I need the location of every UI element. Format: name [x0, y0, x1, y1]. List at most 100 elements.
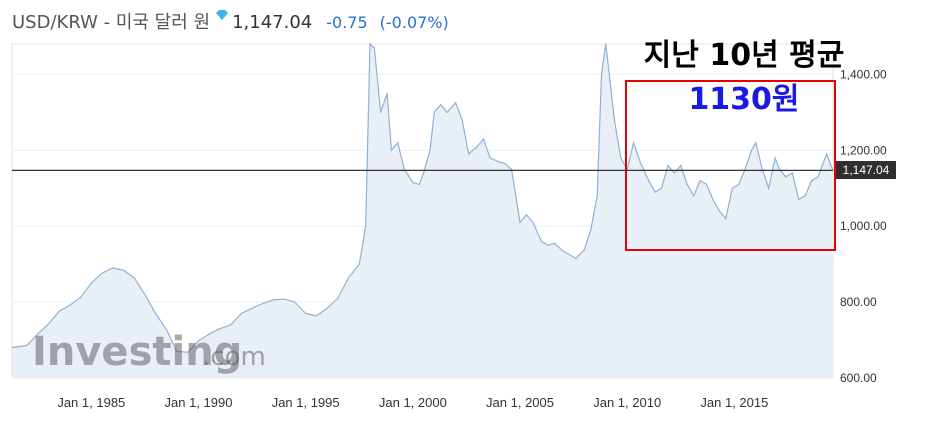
data-point	[112, 267, 114, 269]
data-point	[510, 168, 513, 170]
data-point	[365, 225, 367, 227]
data-point	[429, 149, 431, 151]
data-point	[600, 73, 603, 75]
data-point	[144, 293, 146, 296]
watermark-brand: Investing	[32, 329, 242, 375]
x-tick-label: Jan 1, 1985	[57, 395, 125, 410]
annotation-title: 지난 10년 평균	[643, 38, 845, 73]
y-tick-label: 800.00	[840, 295, 877, 309]
data-point	[347, 277, 350, 279]
data-point	[755, 142, 757, 144]
data-point	[699, 180, 701, 182]
price-change-percent: (-0.07%)	[379, 13, 449, 32]
data-point	[283, 298, 285, 300]
data-point	[58, 310, 60, 312]
y-tick-label: 1,000.00	[840, 219, 887, 233]
x-tick-label: Jan 1, 2000	[379, 395, 447, 410]
data-point	[613, 119, 616, 121]
highlight-box	[625, 80, 836, 251]
data-point	[718, 210, 721, 212]
data-point	[433, 111, 435, 113]
data-point	[731, 187, 733, 189]
x-tick-label: Jan 1, 1990	[165, 395, 233, 410]
data-point	[639, 161, 641, 163]
data-point	[262, 303, 264, 305]
annotation-average: 1130원	[688, 82, 800, 117]
data-point	[673, 172, 676, 174]
data-point	[386, 92, 388, 94]
data-point	[826, 153, 828, 155]
data-point	[80, 296, 82, 299]
data-point	[483, 138, 485, 140]
x-tick-label: Jan 1, 2010	[593, 395, 661, 410]
data-point	[315, 315, 317, 317]
data-point	[26, 344, 28, 346]
data-point	[633, 142, 635, 144]
pair-title: USD/KRW - 미국 달러 원	[12, 12, 211, 33]
data-point	[412, 181, 414, 184]
data-point	[122, 269, 125, 271]
x-tick-label: Jan 1, 2005	[486, 395, 554, 410]
data-point	[446, 111, 448, 113]
data-point	[397, 142, 399, 144]
data-point	[830, 164, 832, 167]
investing-watermark: Investing .com	[32, 329, 266, 375]
data-point	[294, 301, 296, 303]
data-point	[562, 250, 564, 252]
data-point	[590, 229, 592, 231]
data-point	[609, 81, 611, 83]
data-point	[532, 221, 534, 223]
data-point	[768, 187, 770, 189]
data-point	[187, 351, 189, 353]
data-point	[11, 347, 13, 349]
data-point	[390, 149, 392, 151]
data-point	[680, 164, 682, 167]
data-point	[667, 164, 669, 167]
data-point	[373, 47, 375, 49]
price-change: -0.75	[326, 13, 368, 32]
data-point	[738, 183, 740, 185]
data-point	[155, 312, 157, 315]
data-point	[725, 218, 727, 220]
data-point	[305, 312, 307, 315]
data-point	[785, 176, 787, 178]
data-point	[660, 187, 663, 189]
data-point	[90, 282, 92, 284]
data-point	[176, 350, 178, 352]
data-point	[47, 323, 50, 325]
current-value-tag: 1,147.04	[836, 161, 896, 180]
data-point	[547, 244, 549, 246]
data-point	[219, 328, 221, 330]
y-tick-label: 1,400.00	[840, 67, 887, 81]
data-point	[403, 168, 405, 170]
data-point	[540, 240, 543, 242]
diamond-icon	[216, 10, 229, 20]
data-point	[326, 307, 328, 309]
data-point	[811, 180, 813, 182]
data-point	[575, 257, 577, 259]
data-point	[693, 195, 695, 197]
data-point	[272, 299, 275, 301]
data-point	[620, 157, 622, 159]
y-tick-label: 1,200.00	[840, 143, 887, 157]
current-price: 1,147.04	[232, 12, 313, 33]
data-point	[798, 199, 800, 201]
data-point	[418, 183, 420, 185]
data-point	[133, 277, 135, 279]
data-point	[476, 145, 478, 148]
data-point	[101, 272, 103, 274]
data-point	[69, 304, 71, 306]
header: USD/KRW - 미국 달러 원 1,147.04 -0.75 (-0.07%)	[12, 8, 449, 36]
data-point	[553, 242, 555, 244]
data-point	[498, 161, 500, 163]
data-point	[504, 163, 506, 165]
data-point	[37, 333, 39, 335]
y-tick-label: 600.00	[840, 371, 877, 385]
data-point	[605, 43, 607, 45]
data-point	[750, 149, 753, 151]
data-point	[705, 183, 708, 185]
data-point	[165, 328, 167, 330]
data-point	[519, 221, 521, 223]
data-point	[208, 333, 210, 335]
